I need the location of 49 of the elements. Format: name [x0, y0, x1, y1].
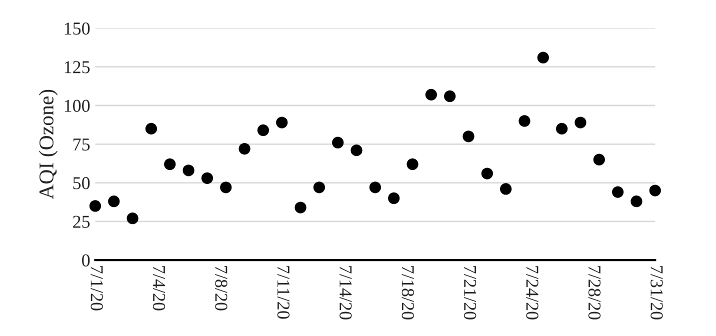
x-tick-label: 7/21/20 [464, 266, 476, 320]
point [556, 122, 568, 134]
point [574, 116, 586, 128]
point [388, 192, 400, 204]
y-tick-label: 100 [64, 100, 90, 112]
point [182, 164, 194, 176]
point [612, 186, 624, 198]
point [537, 52, 549, 64]
point [332, 136, 344, 148]
x-tick-label: 7/14/20 [340, 266, 352, 320]
point [201, 172, 214, 184]
y-tick-label: 25 [73, 216, 90, 228]
point [406, 158, 418, 170]
y-tick-label: 150 [64, 22, 90, 35]
point [630, 196, 642, 208]
x-tick-label: 7/4/20 [152, 266, 166, 310]
y-axis-title: AQI (Ozone) [38, 90, 58, 200]
point [369, 182, 381, 194]
x-tick-label: 7/11/20 [277, 266, 290, 319]
point [649, 184, 661, 196]
point [164, 158, 176, 170]
y-tick-label: 50 [73, 177, 90, 190]
point [89, 200, 102, 212]
point [462, 130, 474, 142]
point [257, 124, 270, 136]
x-tick-label: 7/8/20 [215, 266, 228, 310]
point [238, 142, 250, 155]
point [108, 196, 120, 208]
point [276, 116, 288, 128]
point [518, 115, 530, 127]
point [500, 183, 512, 195]
x-tick-label: 7/28/20 [588, 266, 601, 320]
x-tick-label: 7/1/20 [90, 266, 103, 310]
point [126, 212, 138, 224]
point [444, 90, 456, 102]
point [593, 154, 605, 166]
y-tick-label: 75 [74, 138, 90, 151]
point [350, 144, 362, 156]
x-tick-label: 7/31/20 [650, 266, 663, 320]
point [313, 182, 326, 194]
point [145, 122, 158, 134]
point [481, 168, 493, 180]
point [425, 88, 437, 100]
y-tick-label: 125 [64, 61, 90, 74]
x-tick-label: 7/18/20 [402, 266, 414, 320]
x-tick-label: 7/24/20 [526, 266, 538, 320]
point [220, 182, 232, 194]
y-tick-label: 0 [82, 254, 90, 267]
point [294, 202, 306, 214]
